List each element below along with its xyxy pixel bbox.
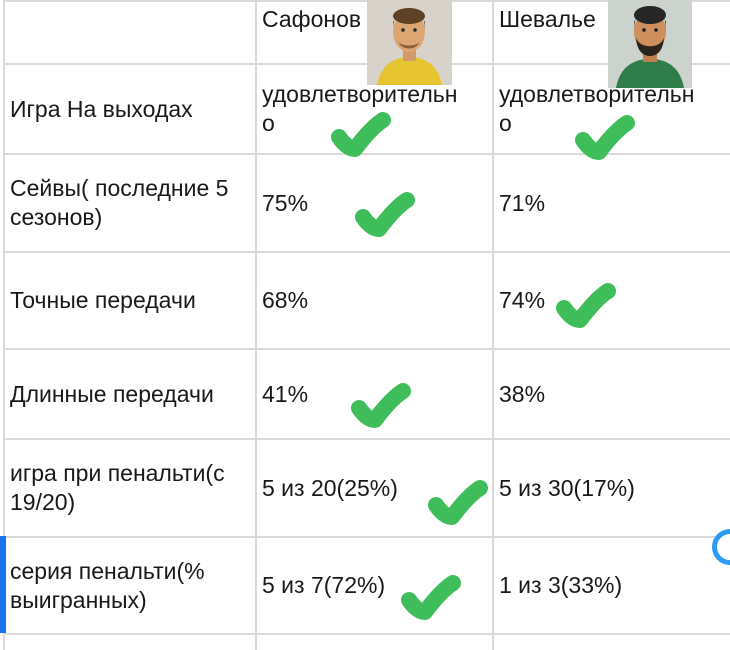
cell-value: 5 из 30(17%) bbox=[499, 474, 635, 501]
cell-value: 5 из 20(25%) bbox=[262, 474, 398, 501]
cell-value: 1 из 3(33%) bbox=[499, 572, 623, 599]
check-stroke bbox=[331, 112, 391, 157]
table-row: Длинные передачи 41% 38% bbox=[5, 350, 730, 440]
cell-label-long-passes[interactable]: Длинные передачи bbox=[5, 350, 257, 440]
row-label: Длинные передачи bbox=[10, 380, 214, 407]
empty-cell[interactable] bbox=[494, 635, 730, 650]
row-label: Точные передачи bbox=[10, 287, 196, 314]
cell-value: 38% bbox=[499, 380, 546, 407]
column-title-chevalier: Шевалье bbox=[499, 6, 596, 32]
cell-chevalier-accurate-passes[interactable]: 74% bbox=[494, 253, 730, 350]
check-icon[interactable] bbox=[330, 112, 392, 158]
cell-chevalier-shootouts[interactable]: 1 из 3(33%) bbox=[494, 538, 730, 635]
cell-safonov-long-passes[interactable]: 41% bbox=[257, 350, 494, 440]
table-row: Сейвы( последние 5 сезонов) 75% 71% bbox=[5, 155, 730, 253]
check-icon[interactable] bbox=[400, 575, 462, 621]
cell-label-shootouts[interactable]: серия пенальти(% выигранных) bbox=[5, 538, 257, 635]
table-row-partial bbox=[5, 635, 730, 650]
cell-value: 5 из 7(72%) bbox=[262, 572, 386, 599]
scroll-handle-icon[interactable] bbox=[712, 529, 730, 565]
cell-chevalier-penalties[interactable]: 5 из 30(17%) bbox=[494, 440, 730, 538]
empty-cell[interactable] bbox=[257, 635, 494, 650]
row-label: игра при пенальти(с 19/20) bbox=[10, 460, 225, 515]
cell-corner[interactable] bbox=[5, 2, 257, 65]
cell-safonov-penalties[interactable]: 5 из 20(25%) bbox=[257, 440, 494, 538]
cell-chevalier-long-passes[interactable]: 38% bbox=[494, 350, 730, 440]
cell-label-accurate-passes[interactable]: Точные передачи bbox=[5, 253, 257, 350]
cell-value: удовлетворительно bbox=[262, 81, 458, 136]
row-label: Сейвы( последние 5 сезонов) bbox=[10, 175, 229, 230]
cell-value: 71% bbox=[499, 189, 546, 216]
check-stroke bbox=[556, 283, 616, 328]
check-icon[interactable] bbox=[555, 283, 617, 329]
cell-safonov-shootouts[interactable]: 5 из 7(72%) bbox=[257, 538, 494, 635]
portrait-art bbox=[608, 0, 692, 88]
safonov-photo[interactable] bbox=[367, 0, 452, 85]
cell-safonov-saves[interactable]: 75% bbox=[257, 155, 494, 253]
cell-value: 75% bbox=[262, 189, 309, 216]
check-icon[interactable] bbox=[350, 383, 412, 429]
check-icon[interactable] bbox=[574, 115, 636, 161]
cell-value: 74% bbox=[499, 287, 546, 314]
table-row: серия пенальти(% выигранных) 5 из 7(72%)… bbox=[5, 538, 730, 635]
cell-value: 41% bbox=[262, 380, 309, 407]
check-icon[interactable] bbox=[354, 192, 416, 238]
row-label: серия пенальти(% выигранных) bbox=[10, 557, 205, 613]
row-selection-bar bbox=[0, 536, 6, 633]
table-row: Точные передачи 68% 74% bbox=[5, 253, 730, 350]
cell-chevalier-saves[interactable]: 71% bbox=[494, 155, 730, 253]
check-stroke bbox=[401, 575, 461, 620]
column-title-safonov: Сафонов bbox=[262, 6, 362, 32]
check-stroke bbox=[575, 115, 635, 160]
chevalier-photo[interactable] bbox=[608, 0, 692, 88]
row-label: Игра На выходах bbox=[10, 95, 193, 122]
check-icon[interactable] bbox=[427, 480, 489, 526]
portrait-art bbox=[367, 0, 452, 85]
check-stroke bbox=[351, 383, 411, 428]
check-stroke bbox=[428, 480, 488, 525]
cell-label-saves[interactable]: Сейвы( последние 5 сезонов) bbox=[5, 155, 257, 253]
cell-label-penalties[interactable]: игра при пенальти(с 19/20) bbox=[5, 440, 257, 538]
check-stroke bbox=[355, 192, 415, 237]
cell-value: 68% bbox=[262, 287, 309, 314]
cell-label-vyhody[interactable]: Игра На выходах bbox=[5, 65, 257, 155]
comparison-table: Сафонов Шевалье Игра На выходах удовлетв… bbox=[3, 0, 730, 650]
empty-cell[interactable] bbox=[5, 635, 257, 650]
table-row: игра при пенальти(с 19/20) 5 из 20(25%) … bbox=[5, 440, 730, 538]
cell-safonov-accurate-passes[interactable]: 68% bbox=[257, 253, 494, 350]
